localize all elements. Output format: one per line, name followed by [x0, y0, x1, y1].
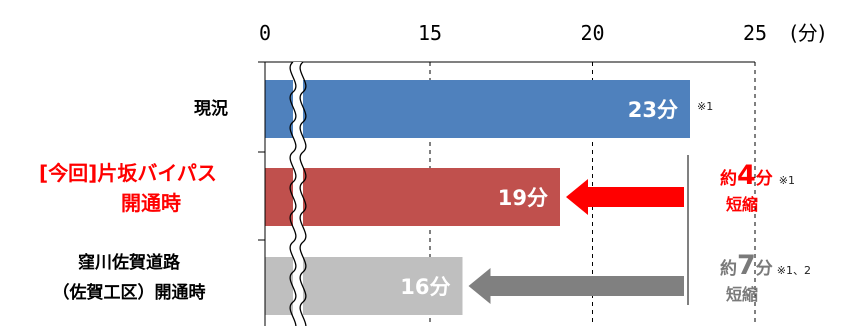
category-label-katasaka: [今回]片坂バイパス 開通時 [39, 161, 217, 215]
tick-label-0: 0 [259, 21, 271, 45]
bar-1 [265, 168, 560, 226]
arrow-7min [468, 268, 684, 304]
reduction-annotation-7min: 約7分 ※1、2 短縮 [720, 250, 812, 304]
reduction-arrows [468, 155, 689, 305]
unit-label: (分) [790, 21, 826, 45]
arrow-4min [566, 179, 684, 215]
axis [258, 61, 755, 326]
axis-break-line-left [289, 61, 297, 326]
tick-label-15: 15 [418, 21, 442, 45]
tick-labels: 0 15 20 25 (分) [259, 21, 826, 45]
bar-value-label-1: 19分 [498, 186, 548, 210]
bar-note-current: ※1 [697, 100, 714, 113]
tick-label-20: 20 [580, 21, 604, 45]
category-label-current: 現況 [194, 99, 228, 119]
bar-value-label-0: 23分 [628, 98, 678, 122]
axis-break-line-right [299, 61, 307, 326]
bar-value-label-2: 16分 [400, 275, 450, 299]
category-label-kubokawa: 窪川佐賀道路 （佐賀工区）開通時 [52, 253, 206, 303]
tick-label-25: 25 [743, 21, 767, 45]
bar-0 [265, 80, 690, 138]
reduction-annotation-4min: 約4分 ※1 短縮 [720, 160, 796, 214]
bars: 23分 19分 16分 [265, 80, 690, 315]
axis-break-band [293, 62, 303, 326]
